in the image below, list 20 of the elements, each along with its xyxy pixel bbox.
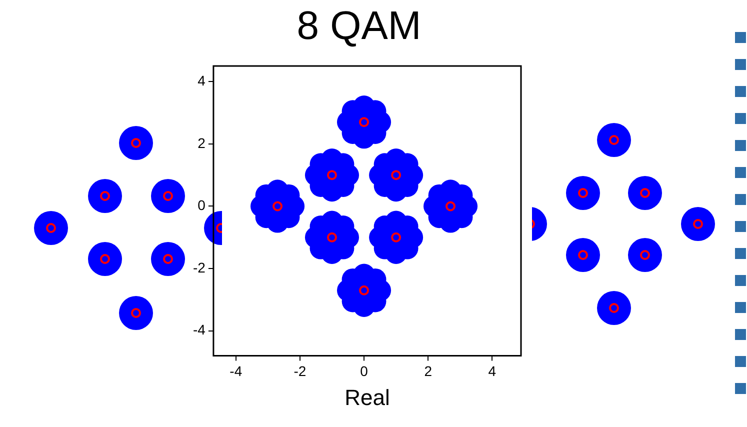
point <box>272 201 283 212</box>
x-tick-label: 4 <box>488 363 496 380</box>
y-tick-label: 0 <box>198 197 206 214</box>
point <box>359 285 370 296</box>
x-tick-label: -2 <box>294 363 306 380</box>
y-tick-label: -2 <box>192 259 206 276</box>
point <box>359 117 370 128</box>
x-tick-label: -4 <box>230 363 242 380</box>
x-axis-title: Real <box>344 384 390 410</box>
x-tick-label: 2 <box>424 363 432 380</box>
point <box>326 170 337 180</box>
y-tick-label: 4 <box>198 72 206 88</box>
y-tick-label: -4 <box>192 322 206 338</box>
point <box>326 232 337 242</box>
chart-title: 8 QAM <box>296 4 422 48</box>
x-tick-label: 0 <box>360 363 368 380</box>
point <box>391 232 402 242</box>
point <box>446 201 456 212</box>
y-tick-label: 2 <box>198 134 206 151</box>
point <box>391 170 402 180</box>
